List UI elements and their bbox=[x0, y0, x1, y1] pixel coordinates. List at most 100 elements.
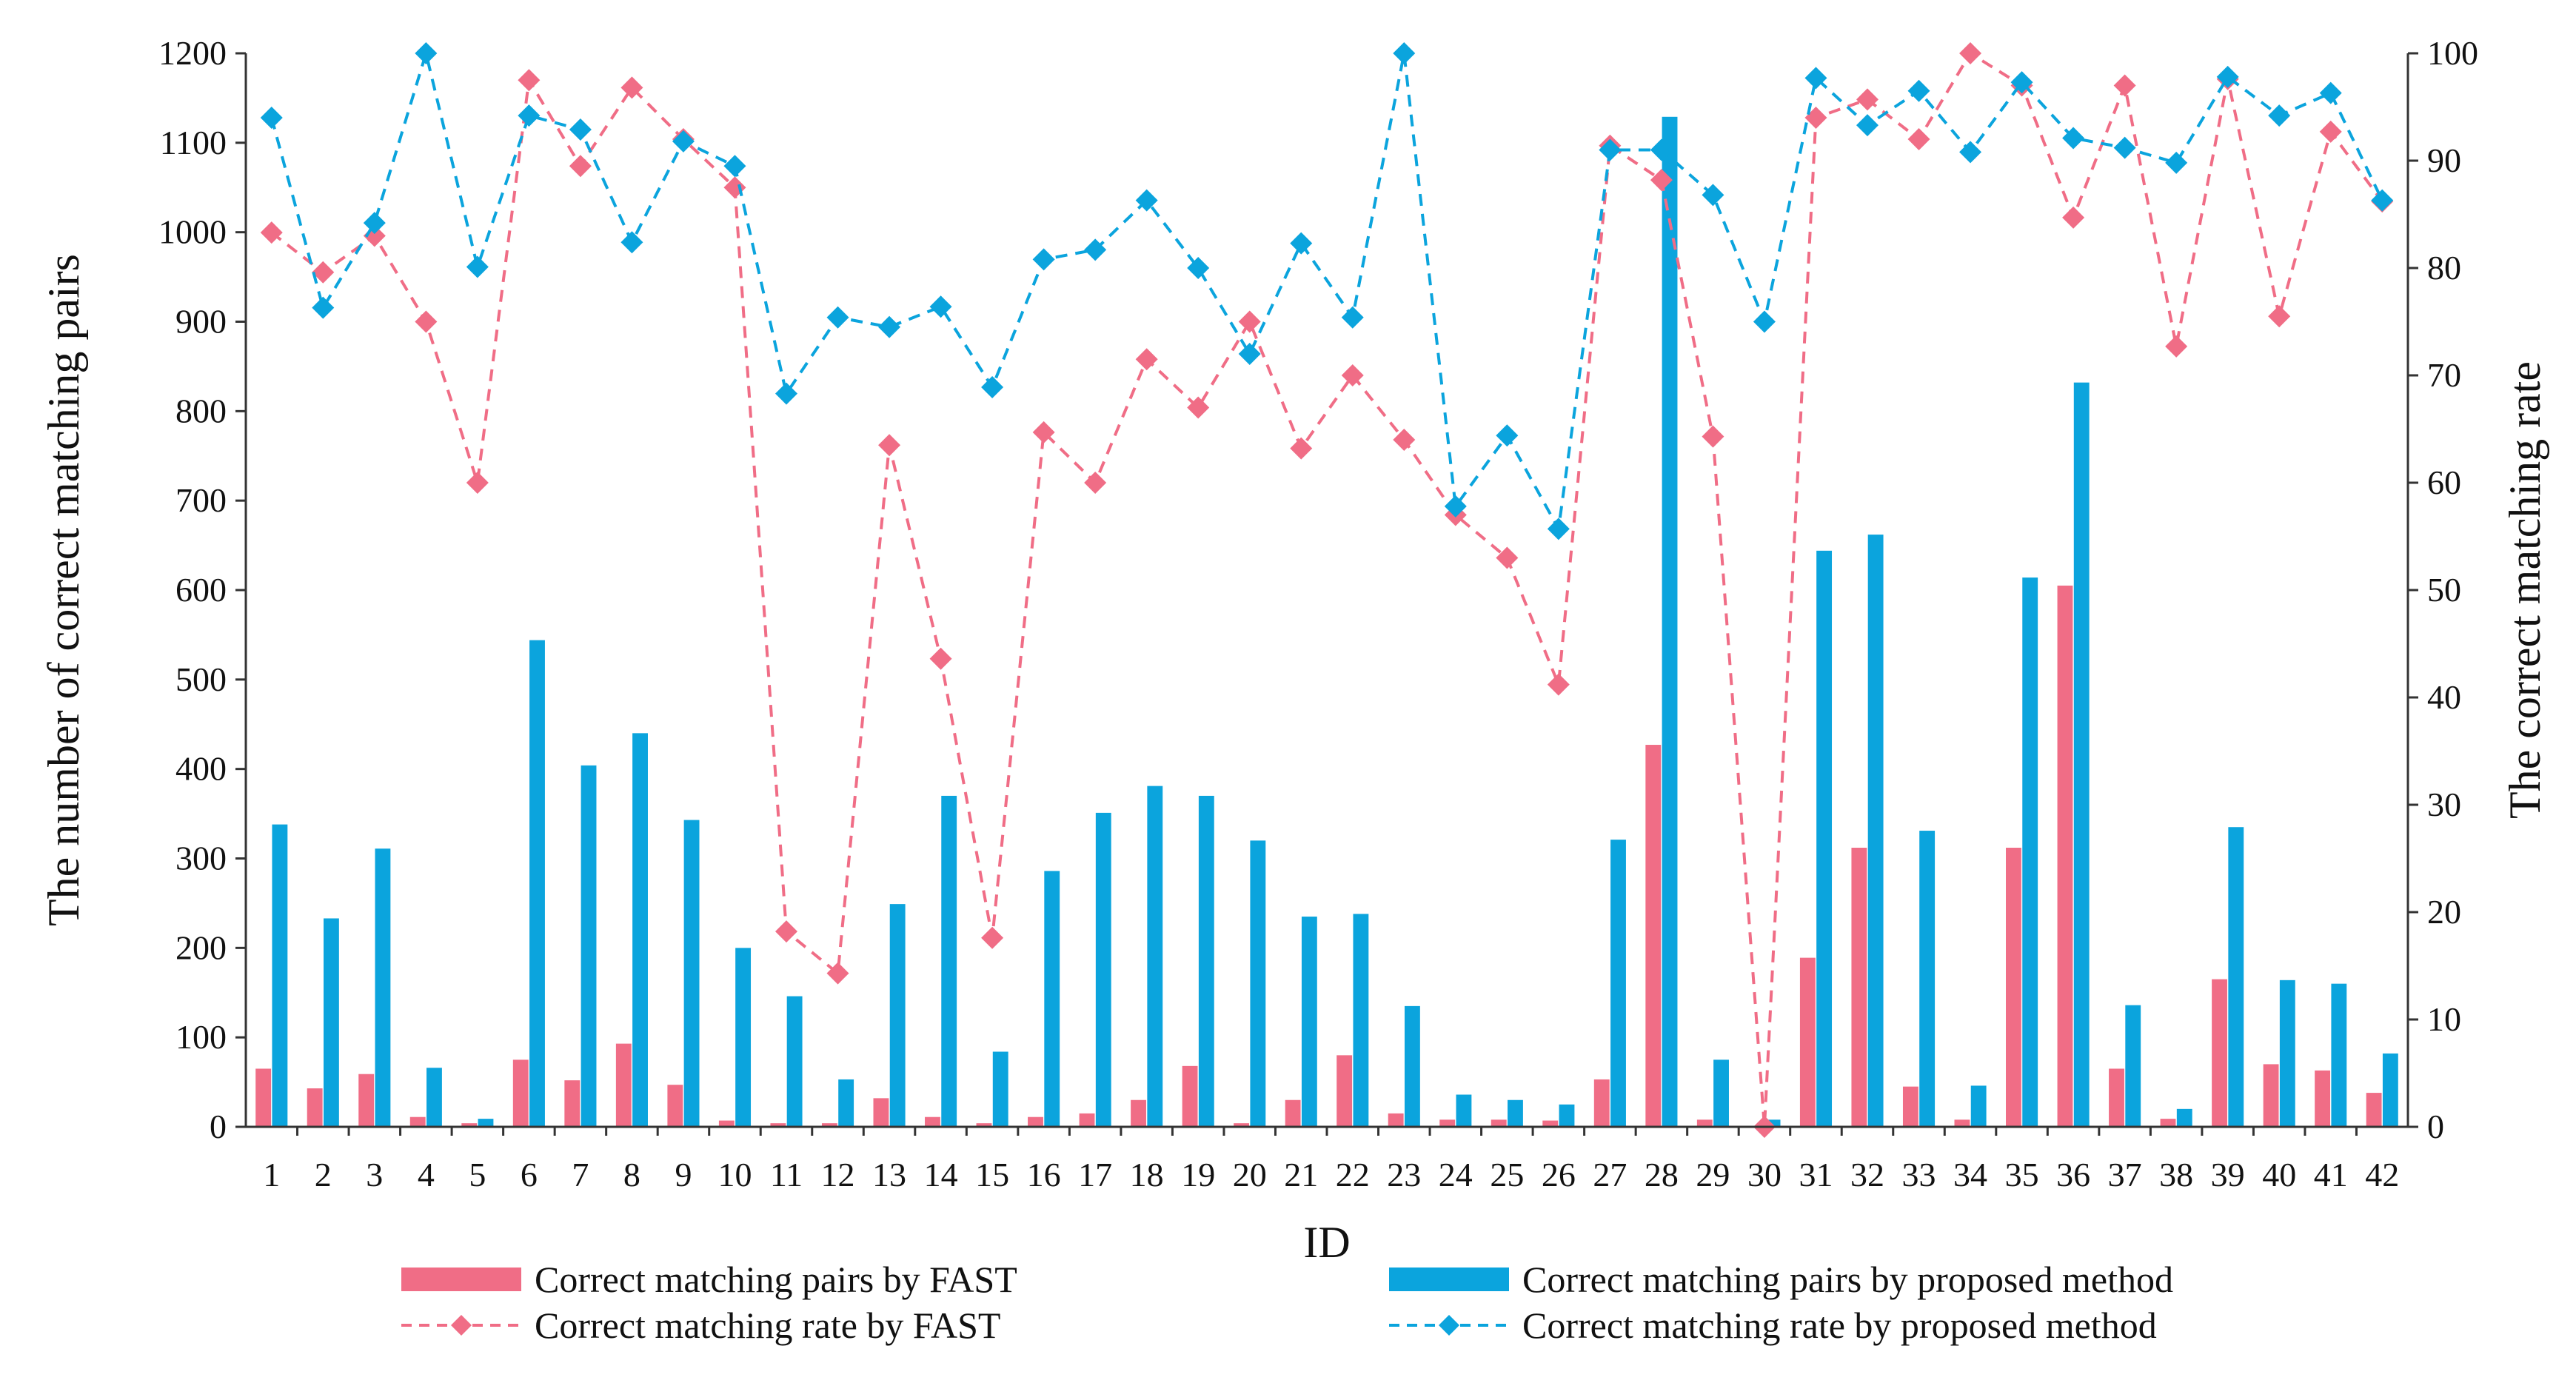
marker-correct-matching-rate-by-fast bbox=[1856, 88, 1879, 111]
bar-correct-matching-pairs-by-fast bbox=[1336, 1055, 1353, 1127]
bar-correct-matching-pairs-by-proposed-method bbox=[1250, 840, 1266, 1127]
marker-correct-matching-rate-by-fast bbox=[2062, 206, 2085, 229]
legend: Correct matching pairs by FAST Correct m… bbox=[401, 1259, 2173, 1346]
left-y-tick-label: 1200 bbox=[158, 34, 227, 72]
bar-correct-matching-pairs-by-proposed-method bbox=[2228, 827, 2244, 1127]
bar-correct-matching-pairs-by-proposed-method bbox=[426, 1068, 442, 1127]
bar-correct-matching-pairs-by-fast bbox=[1491, 1119, 1507, 1127]
marker-correct-matching-rate-by-proposed-method bbox=[672, 130, 695, 153]
bar-correct-matching-pairs-by-proposed-method bbox=[1970, 1085, 1987, 1127]
bar-correct-matching-pairs-by-fast bbox=[1542, 1120, 1559, 1127]
bar-correct-matching-pairs-by-proposed-method bbox=[1147, 786, 1163, 1127]
x-tick-label: 15 bbox=[975, 1156, 1009, 1193]
marker-correct-matching-rate-by-fast bbox=[1393, 429, 1416, 451]
legend-swatch-proposed-pairs bbox=[1389, 1268, 1509, 1291]
marker-correct-matching-rate-by-proposed-method bbox=[518, 104, 541, 127]
left-axis-title: The number of correct matching pairs bbox=[39, 254, 88, 926]
x-tick-label: 23 bbox=[1387, 1156, 1421, 1193]
marker-correct-matching-rate-by-fast bbox=[1702, 425, 1724, 448]
marker-correct-matching-rate-by-proposed-method bbox=[723, 155, 746, 178]
marker-correct-matching-rate-by-proposed-method bbox=[312, 296, 335, 319]
marker-correct-matching-rate-by-fast bbox=[1496, 546, 1519, 569]
bar-correct-matching-pairs-by-fast bbox=[409, 1116, 426, 1127]
right-y-tick-label: 70 bbox=[2427, 356, 2461, 394]
bar-correct-matching-pairs-by-proposed-method bbox=[272, 824, 288, 1127]
marker-correct-matching-rate-by-proposed-method bbox=[2113, 136, 2136, 159]
bar-correct-matching-pairs-by-fast bbox=[2212, 979, 2227, 1127]
bar-correct-matching-pairs-by-fast bbox=[1285, 1099, 1301, 1127]
x-tick-label: 24 bbox=[1439, 1156, 1473, 1193]
marker-correct-matching-rate-by-proposed-method bbox=[826, 306, 849, 329]
legend-marker-proposed-rate bbox=[1439, 1315, 1459, 1336]
x-tick-label: 27 bbox=[1593, 1156, 1627, 1193]
marker-correct-matching-rate-by-fast bbox=[620, 76, 643, 99]
marker-correct-matching-rate-by-proposed-method bbox=[1444, 495, 1467, 518]
right-y-tick-label: 50 bbox=[2427, 571, 2461, 609]
x-tick-label: 33 bbox=[1902, 1156, 1936, 1193]
bar-correct-matching-pairs-by-fast bbox=[1234, 1123, 1250, 1127]
bar-correct-matching-pairs-by-proposed-method bbox=[1559, 1104, 1575, 1127]
bar-correct-matching-pairs-by-proposed-method bbox=[2382, 1053, 2398, 1127]
marker-correct-matching-rate-by-fast bbox=[2165, 335, 2188, 358]
x-tick-label: 28 bbox=[1645, 1156, 1679, 1193]
x-tick-label: 11 bbox=[770, 1156, 803, 1193]
marker-correct-matching-rate-by-proposed-method bbox=[1135, 189, 1158, 212]
bar-correct-matching-pairs-by-fast bbox=[1902, 1086, 1918, 1127]
marker-correct-matching-rate-by-fast bbox=[1650, 169, 1673, 192]
bar-correct-matching-pairs-by-proposed-method bbox=[1662, 116, 1678, 1128]
marker-correct-matching-rate-by-proposed-method bbox=[1547, 518, 1570, 540]
marker-correct-matching-rate-by-fast bbox=[1084, 472, 1107, 494]
left-y-tick-label: 0 bbox=[210, 1108, 227, 1145]
bar-correct-matching-pairs-by-fast bbox=[615, 1043, 632, 1127]
x-tick-label: 31 bbox=[1799, 1156, 1833, 1193]
left-y-tick-label: 100 bbox=[175, 1018, 227, 1056]
marker-correct-matching-rate-by-fast bbox=[1959, 42, 1982, 64]
marker-correct-matching-rate-by-fast bbox=[1907, 128, 1930, 150]
marker-correct-matching-rate-by-proposed-method bbox=[1496, 424, 1519, 447]
bar-correct-matching-pairs-by-proposed-method bbox=[1610, 840, 1626, 1127]
marker-correct-matching-rate-by-fast bbox=[2268, 305, 2291, 328]
right-y-tick-label: 30 bbox=[2427, 786, 2461, 823]
bar-correct-matching-pairs-by-proposed-method bbox=[478, 1119, 494, 1127]
marker-correct-matching-rate-by-proposed-method bbox=[2216, 65, 2239, 88]
legend-label-proposed-rate: Correct matching rate by proposed method bbox=[1522, 1305, 2157, 1346]
x-tick-label: 2 bbox=[315, 1156, 332, 1193]
marker-correct-matching-rate-by-fast bbox=[466, 472, 489, 494]
x-tick-label: 13 bbox=[872, 1156, 906, 1193]
bar-correct-matching-pairs-by-proposed-method bbox=[2073, 382, 2090, 1127]
right-axis-title: The correct matching rate bbox=[2500, 361, 2549, 819]
bar-correct-matching-pairs-by-proposed-method bbox=[1816, 550, 1833, 1127]
marker-correct-matching-rate-by-fast bbox=[981, 926, 1004, 949]
bar-correct-matching-pairs-by-fast bbox=[1696, 1119, 1713, 1127]
bar-correct-matching-pairs-by-fast bbox=[1593, 1079, 1610, 1127]
bar-correct-matching-pairs-by-fast bbox=[2263, 1064, 2279, 1127]
bar-correct-matching-pairs-by-proposed-method bbox=[1301, 917, 1317, 1127]
marker-correct-matching-rate-by-proposed-method bbox=[1393, 42, 1416, 64]
x-tick-label: 35 bbox=[2005, 1156, 2039, 1193]
bar-correct-matching-pairs-by-fast bbox=[307, 1088, 323, 1127]
bar-correct-matching-pairs-by-fast bbox=[667, 1085, 683, 1127]
right-y-tick-label: 90 bbox=[2427, 141, 2461, 179]
marker-correct-matching-rate-by-proposed-method bbox=[363, 212, 386, 235]
left-y-tick-label: 700 bbox=[175, 481, 227, 519]
bar-correct-matching-pairs-by-proposed-method bbox=[992, 1051, 1008, 1127]
bar-correct-matching-pairs-by-proposed-method bbox=[1764, 1119, 1781, 1127]
bar-correct-matching-pairs-by-proposed-method bbox=[323, 918, 339, 1127]
legend-label-proposed-pairs: Correct matching pairs by proposed metho… bbox=[1522, 1259, 2173, 1300]
bar-correct-matching-pairs-by-proposed-method bbox=[1713, 1059, 1729, 1127]
marker-correct-matching-rate-by-proposed-method bbox=[1650, 138, 1673, 161]
marker-correct-matching-rate-by-proposed-method bbox=[260, 107, 283, 129]
marker-correct-matching-rate-by-proposed-method bbox=[1959, 141, 1982, 164]
marker-correct-matching-rate-by-fast bbox=[518, 69, 541, 92]
x-tick-label: 1 bbox=[263, 1156, 280, 1193]
x-tick-label: 25 bbox=[1490, 1156, 1524, 1193]
marker-correct-matching-rate-by-proposed-method bbox=[775, 382, 797, 405]
bar-correct-matching-pairs-by-fast bbox=[2006, 848, 2021, 1127]
right-y-tick-label: 10 bbox=[2427, 1000, 2461, 1038]
x-tick-label: 7 bbox=[572, 1156, 589, 1193]
marker-correct-matching-rate-by-proposed-method bbox=[878, 315, 901, 338]
x-axis-title: ID bbox=[1303, 1218, 1350, 1267]
marker-correct-matching-rate-by-proposed-method bbox=[929, 295, 952, 318]
x-tick-label: 5 bbox=[469, 1156, 486, 1193]
